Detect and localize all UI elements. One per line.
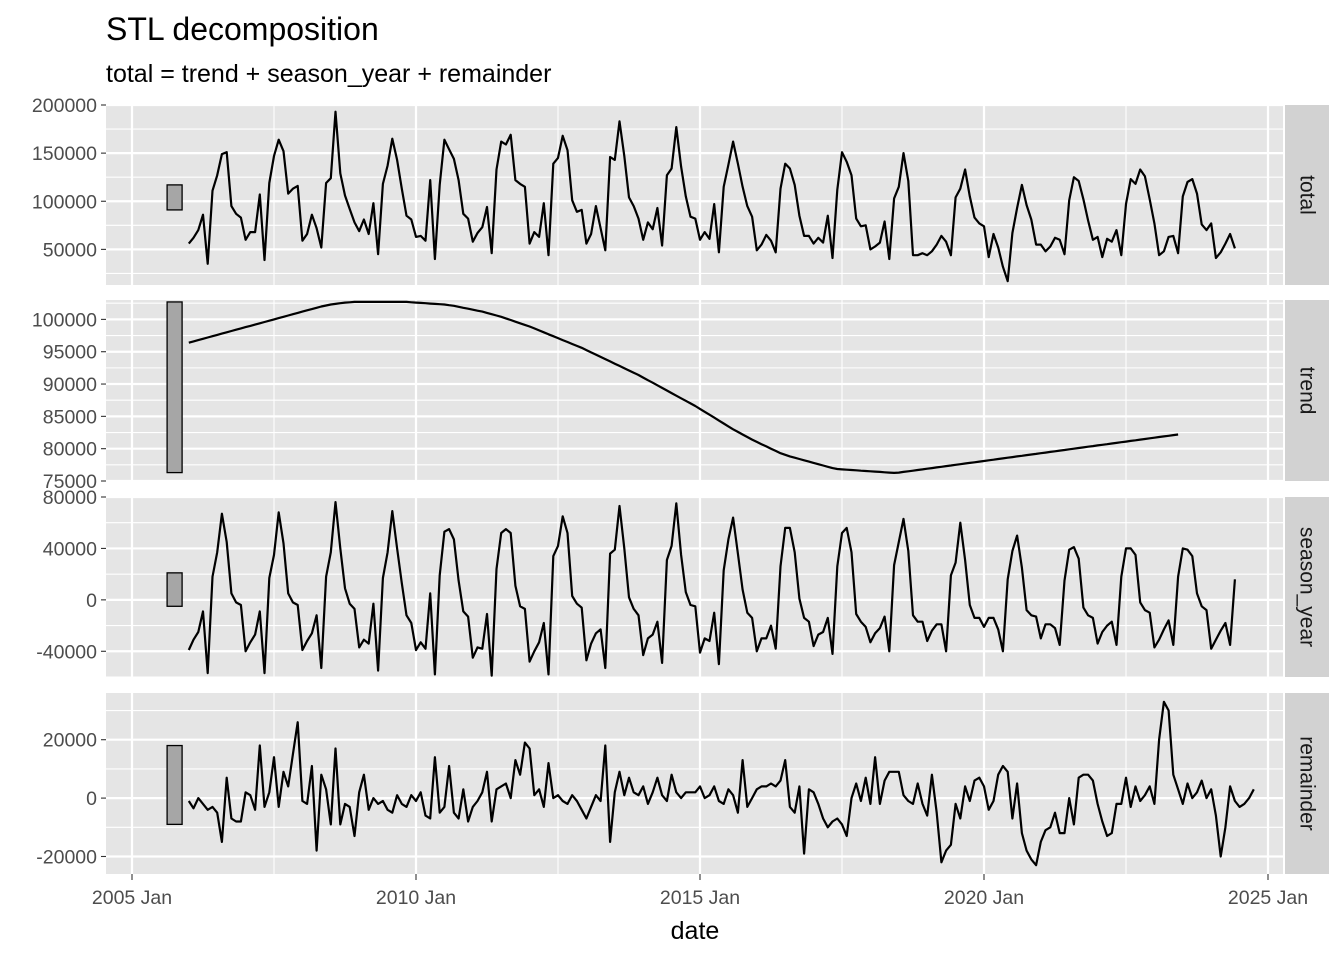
- y-tick-label-season_year: 0: [86, 590, 97, 612]
- y-tick-label-remainder: -20000: [36, 846, 97, 868]
- strip-label-season_year: season_year: [1296, 527, 1319, 647]
- scale-bar-remainder: [166, 744, 183, 826]
- y-tick-label-trend: 80000: [43, 439, 97, 461]
- y-tick-label-season_year: 40000: [43, 538, 97, 560]
- y-tick-label-season_year: -40000: [36, 641, 97, 663]
- scale-bar-season_year: [166, 572, 183, 607]
- y-tick-label-trend: 100000: [32, 309, 97, 331]
- panel-total: 50000 100000 150000 200000 total: [32, 95, 1329, 285]
- x-tick-label: 2020 Jan: [944, 887, 1024, 909]
- x-axis-title: date: [671, 917, 720, 945]
- facet-strip: [1285, 300, 1329, 481]
- series-line-total: [187, 110, 1236, 283]
- y-tick-label-total: 200000: [32, 95, 97, 117]
- y-tick-label-trend: 95000: [43, 342, 97, 364]
- y-tick-label-remainder: 0: [86, 788, 97, 810]
- y-tick-label-total: 150000: [32, 143, 97, 165]
- y-tick-label-trend: 90000: [43, 374, 97, 396]
- series-line-remainder: [187, 700, 1255, 867]
- series-line-season_year: [187, 501, 1236, 677]
- strip-label-total: total: [1296, 175, 1319, 215]
- facet-strip: [1285, 105, 1329, 285]
- x-tick-label: 2010 Jan: [376, 887, 456, 909]
- facet-strip: [1285, 693, 1329, 874]
- y-tick-label-total: 100000: [32, 191, 97, 213]
- series-line-trend: [188, 300, 1179, 474]
- x-tick-label: 2005 Jan: [92, 887, 172, 909]
- panel-background: [106, 105, 1283, 285]
- chart-title: STL decomposition: [106, 11, 379, 47]
- x-tick-label: 2025 Jan: [1228, 887, 1308, 909]
- x-tick-label: 2015 Jan: [660, 887, 740, 909]
- panel-season_year: -40000 0 40000 80000 season_year: [36, 487, 1329, 678]
- facet-strip: [1285, 497, 1329, 677]
- x-axis: 2005 Jan 2010 Jan 2015 Jan 2020 Jan 2025 Jan: [92, 874, 1308, 909]
- panel-background: [106, 497, 1283, 677]
- scale-bar-total: [166, 184, 183, 211]
- scale-bar-trend: [166, 301, 183, 474]
- y-tick-label-season_year: 80000: [43, 487, 97, 509]
- y-tick-label-remainder: 20000: [43, 730, 97, 752]
- strip-label-remainder: remainder: [1296, 736, 1319, 831]
- panel-remainder: -20000 0 20000 remainder: [36, 693, 1329, 874]
- chart-subtitle: total = trend + season_year + remainder: [106, 60, 551, 88]
- strip-label-trend: trend: [1296, 367, 1319, 415]
- y-tick-label-trend: 85000: [43, 406, 97, 428]
- panel-background: [106, 300, 1283, 481]
- panel-trend: 75000 80000 85000 90000 95000 100000 trend: [32, 300, 1329, 493]
- y-tick-label-total: 50000: [43, 239, 97, 261]
- facet-panels: 50000100000150000200000total750008000085…: [32, 95, 1329, 874]
- y-tick-label-trend: 75000: [43, 471, 97, 493]
